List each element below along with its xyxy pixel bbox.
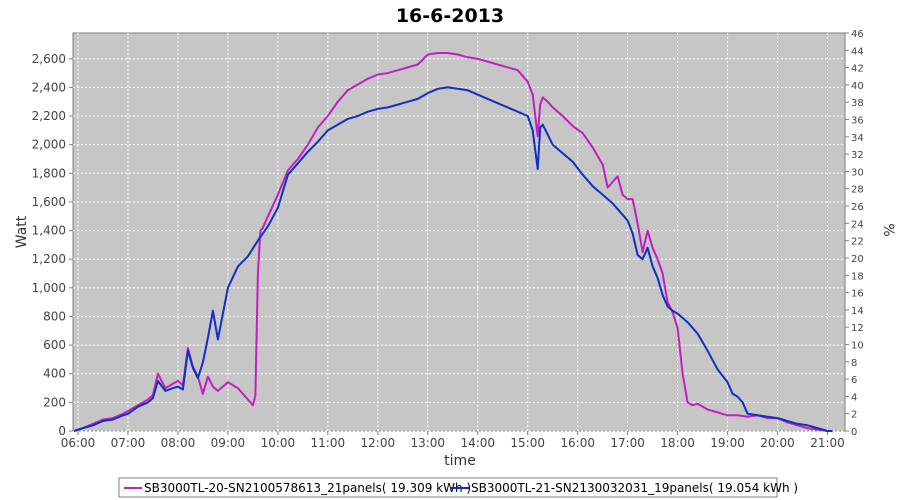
y2-tick-label: 38	[851, 98, 864, 109]
y-axis-label: Watt	[14, 215, 30, 248]
y-tick-label: 0	[58, 424, 66, 438]
y2-axis-ticks: 0246810121416182022242628303234363840424…	[845, 29, 864, 438]
x-tick-label: 14:00	[460, 436, 495, 450]
x-tick-label: 17:00	[610, 436, 645, 450]
y2-tick-label: 20	[851, 254, 864, 265]
y2-tick-label: 18	[851, 271, 864, 282]
x-tick-label: 16:00	[560, 436, 595, 450]
x-axis-label: time	[444, 453, 476, 469]
x-tick-label: 06:00	[61, 436, 96, 450]
y-tick-label: 2,400	[32, 80, 66, 94]
y2-tick-label: 14	[851, 306, 864, 317]
x-axis-ticks: 06:00 07:00 08:00 09:00 10:00 11:00 12:00 13:00…	[61, 431, 845, 450]
y-tick-label: 1,200	[32, 252, 66, 266]
y2-tick-label: 6	[851, 375, 857, 386]
y2-tick-label: 32	[851, 150, 864, 161]
y2-tick-label: 12	[851, 323, 864, 334]
y-tick-label: 1,000	[32, 281, 66, 295]
y2-tick-label: 0	[851, 427, 857, 438]
x-tick-label: 09:00	[211, 436, 246, 450]
y-tick-label: 2,200	[32, 109, 66, 123]
y2-tick-label: 44	[851, 46, 864, 57]
x-tick-label: 08:00	[161, 436, 196, 450]
y2-tick-label: 28	[851, 185, 864, 196]
y2-tick-label: 16	[851, 289, 864, 300]
x-tick-label: 07:00	[111, 436, 146, 450]
x-tick-label: 15:00	[510, 436, 545, 450]
y2-tick-label: 36	[851, 116, 864, 127]
series-lines	[73, 52, 833, 432]
y2-tick-label: 2	[851, 410, 857, 421]
x-tick-label: 19:00	[710, 436, 745, 450]
y-tick-label: 200	[43, 395, 66, 409]
y2-tick-label: 8	[851, 358, 857, 369]
y2-tick-label: 24	[851, 219, 864, 230]
legend-box	[118, 477, 778, 498]
y-tick-label: 800	[43, 309, 66, 323]
y2-tick-label: 26	[851, 202, 864, 213]
y2-tick-label: 22	[851, 237, 864, 248]
y-tick-label: 600	[43, 338, 66, 352]
y2-axis-label: %	[880, 223, 896, 236]
y-tick-label: 2,000	[32, 138, 66, 152]
y2-tick-label: 10	[851, 340, 864, 351]
y2-tick-label: 34	[851, 133, 864, 144]
series-line-2	[73, 86, 833, 432]
x-tick-label: 10:00	[261, 436, 296, 450]
x-tick-label: 21:00	[810, 436, 845, 450]
x-tick-label: 13:00	[410, 436, 445, 450]
y-tick-label: 400	[43, 367, 66, 381]
y2-tick-label: 42	[851, 64, 864, 75]
x-tick-label: 12:00	[361, 436, 396, 450]
y2-tick-label: 30	[851, 167, 864, 178]
legend-label-series-1: SB3000TL-20-SN2100578613_21panels( 19.30…	[144, 481, 471, 495]
legend: SB3000TL-20-SN2100578613_21panels( 19.30…	[118, 477, 798, 498]
y-tick-label: 1,400	[32, 224, 66, 238]
y2-tick-label: 40	[851, 81, 864, 92]
legend-label-series-2: SB3000TL-21-SN2130032031_19panels( 19.05…	[471, 481, 798, 495]
x-tick-label: 18:00	[660, 436, 695, 450]
y-tick-label: 1,600	[32, 195, 66, 209]
y-axis-ticks: 0 200 400 600 800 1,000 1,200 1,400 1,600 1,800 2,…	[32, 52, 73, 438]
y-tick-label: 2,600	[32, 52, 66, 66]
y-tick-label: 1,800	[32, 166, 66, 180]
y2-tick-label: 46	[851, 29, 864, 40]
gridlines	[73, 33, 845, 432]
x-tick-label: 20:00	[760, 436, 795, 450]
y2-tick-label: 4	[851, 392, 857, 403]
chart-title: 16-6-2013	[396, 5, 504, 27]
plot-area	[72, 32, 846, 432]
x-tick-label: 11:00	[311, 436, 346, 450]
